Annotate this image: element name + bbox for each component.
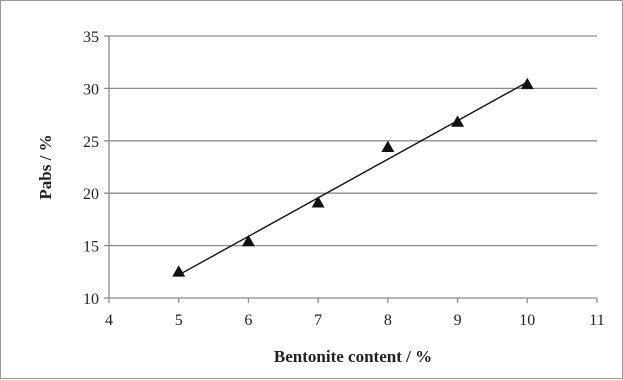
y-tick-label-35: 35 (83, 29, 99, 46)
data-point-5 (451, 115, 465, 127)
data-point-1 (172, 265, 186, 277)
data-point-4 (381, 140, 395, 152)
tick-labels: 10 15 20 25 30 35 4 5 6 7 8 9 10 11 (83, 29, 605, 329)
gridlines (109, 35, 597, 247)
x-tick-label-8: 8 (384, 312, 392, 329)
y-tick-label-20: 20 (83, 186, 99, 203)
x-tick-label-10: 10 (519, 312, 535, 329)
x-tick-label-6: 6 (244, 312, 252, 329)
axes (104, 35, 598, 303)
data-point-3 (311, 196, 325, 208)
y-tick-label-15: 15 (83, 239, 99, 256)
x-tick-label-9: 9 (454, 312, 462, 329)
x-tick-label-11: 11 (589, 312, 604, 329)
y-tick-label-10: 10 (83, 291, 99, 308)
data-point-2 (241, 234, 255, 247)
trendline (178, 81, 528, 276)
data-point-6 (520, 77, 534, 90)
data-points (172, 77, 534, 277)
x-tick-label-7: 7 (314, 312, 322, 329)
x-tick-label-4: 4 (105, 312, 113, 329)
x-axis-title: Bentonite content / % (274, 347, 432, 366)
x-tick-label-5: 5 (175, 312, 183, 329)
trendline-group (178, 81, 528, 276)
y-tick-label-25: 25 (83, 134, 99, 151)
y-axis-title: Pabs / % (36, 134, 55, 199)
y-tick-label-30: 30 (83, 81, 99, 98)
